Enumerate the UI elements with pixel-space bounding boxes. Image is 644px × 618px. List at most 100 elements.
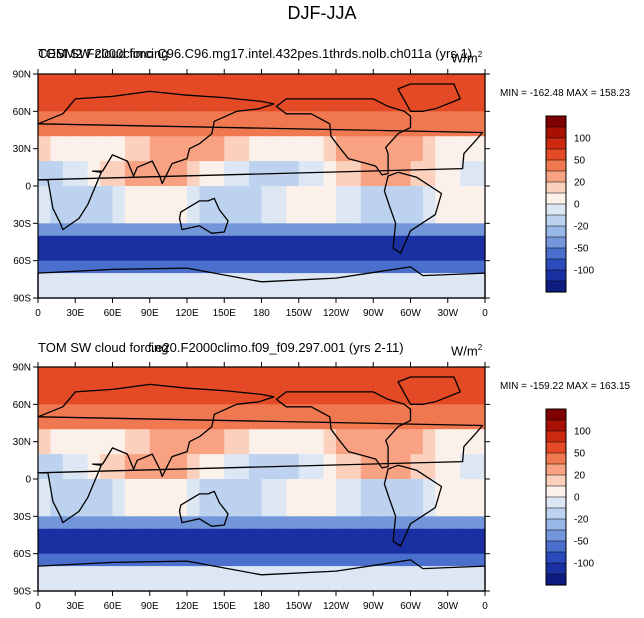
field-cell	[360, 248, 374, 262]
field-cell	[422, 404, 436, 418]
field-cell	[174, 503, 188, 517]
field-cell	[298, 466, 312, 480]
field-cell	[137, 367, 151, 381]
field-cell	[286, 553, 300, 567]
field-cell	[62, 441, 76, 455]
field-cell	[398, 86, 412, 100]
field-cell	[162, 566, 176, 580]
field-cell	[224, 198, 238, 212]
field-cell	[447, 528, 461, 542]
field-cell	[323, 260, 337, 274]
field-cell	[50, 198, 64, 212]
field-cell	[447, 111, 461, 125]
field-cell	[261, 528, 275, 542]
field-cell	[472, 186, 486, 200]
field-cell	[273, 566, 287, 580]
field-cell	[273, 173, 287, 187]
colorbar-1: 100 50 20 0 -20 -50 -100	[545, 115, 594, 293]
field-cell	[112, 379, 126, 393]
field-cell	[323, 566, 337, 580]
field-cell	[360, 198, 374, 212]
field-cell	[38, 479, 52, 493]
field-cell	[385, 379, 399, 393]
field-cell	[50, 566, 64, 580]
field-cell	[435, 454, 449, 468]
field-cell	[162, 441, 176, 455]
field-cell	[298, 136, 312, 150]
x-tick-label: 0	[482, 601, 488, 612]
field-cell	[224, 285, 238, 299]
field-cell	[273, 260, 287, 274]
field-cell	[38, 161, 52, 175]
field-cell	[187, 161, 201, 175]
panel-1-title: CESM2 F2000climo C96.C96.mg17.intel.432p…	[38, 46, 473, 61]
field-cell	[398, 404, 412, 418]
field-cell	[187, 111, 201, 125]
field-cell	[100, 198, 114, 212]
field-cell	[75, 503, 89, 517]
field-cell	[435, 441, 449, 455]
field-cell	[398, 528, 412, 542]
field-cell	[261, 541, 275, 555]
field-cell	[249, 528, 263, 542]
field-cell	[38, 198, 52, 212]
field-cell	[348, 173, 362, 187]
field-cell	[261, 248, 275, 262]
field-cell	[38, 454, 52, 468]
field-cell	[447, 541, 461, 555]
field-cell	[261, 148, 275, 162]
colorbar-swatch	[545, 551, 567, 564]
field-cell	[410, 441, 424, 455]
field-cell	[124, 223, 138, 237]
field-cell	[398, 479, 412, 493]
field-cell	[447, 260, 461, 274]
field-cell	[422, 136, 436, 150]
field-cell	[460, 528, 474, 542]
field-cell	[385, 466, 399, 480]
field-cell	[50, 98, 64, 112]
field-cell	[75, 210, 89, 224]
field-cell	[100, 210, 114, 224]
field-cell	[472, 273, 486, 287]
field-cell	[472, 491, 486, 505]
field-cell	[398, 391, 412, 405]
colorbar-swatch	[545, 573, 567, 586]
field-cell	[422, 273, 436, 287]
field-cell	[124, 429, 138, 443]
field-cell	[373, 210, 387, 224]
x-tick-label: 150W	[286, 308, 313, 319]
field-cell	[311, 235, 325, 249]
field-cell	[137, 260, 151, 274]
field-cell	[124, 541, 138, 555]
field-cell	[187, 541, 201, 555]
coastline	[397, 83, 461, 112]
field-cell	[286, 379, 300, 393]
field-cell	[137, 111, 151, 125]
field-cell	[447, 404, 461, 418]
field-cell	[211, 248, 225, 262]
field-cell	[149, 379, 163, 393]
field-cell	[87, 466, 101, 480]
field-cell	[422, 186, 436, 200]
field-cell	[87, 173, 101, 187]
field-cell	[261, 367, 275, 381]
field-cell	[273, 541, 287, 555]
field-cell	[273, 528, 287, 542]
field-cell	[50, 516, 64, 530]
field-cell	[38, 578, 52, 592]
field-cell	[323, 173, 337, 187]
field-cell	[124, 260, 138, 274]
field-cell	[199, 441, 213, 455]
field-cell	[75, 379, 89, 393]
field-cell	[112, 173, 126, 187]
field-cell	[224, 466, 238, 480]
field-cell	[87, 566, 101, 580]
field-cell	[236, 404, 250, 418]
field-cell	[373, 391, 387, 405]
field-cell	[398, 223, 412, 237]
field-cell	[162, 479, 176, 493]
field-cell	[174, 86, 188, 100]
field-cell	[187, 553, 201, 567]
field-cell	[385, 260, 399, 274]
field-cell	[38, 223, 52, 237]
